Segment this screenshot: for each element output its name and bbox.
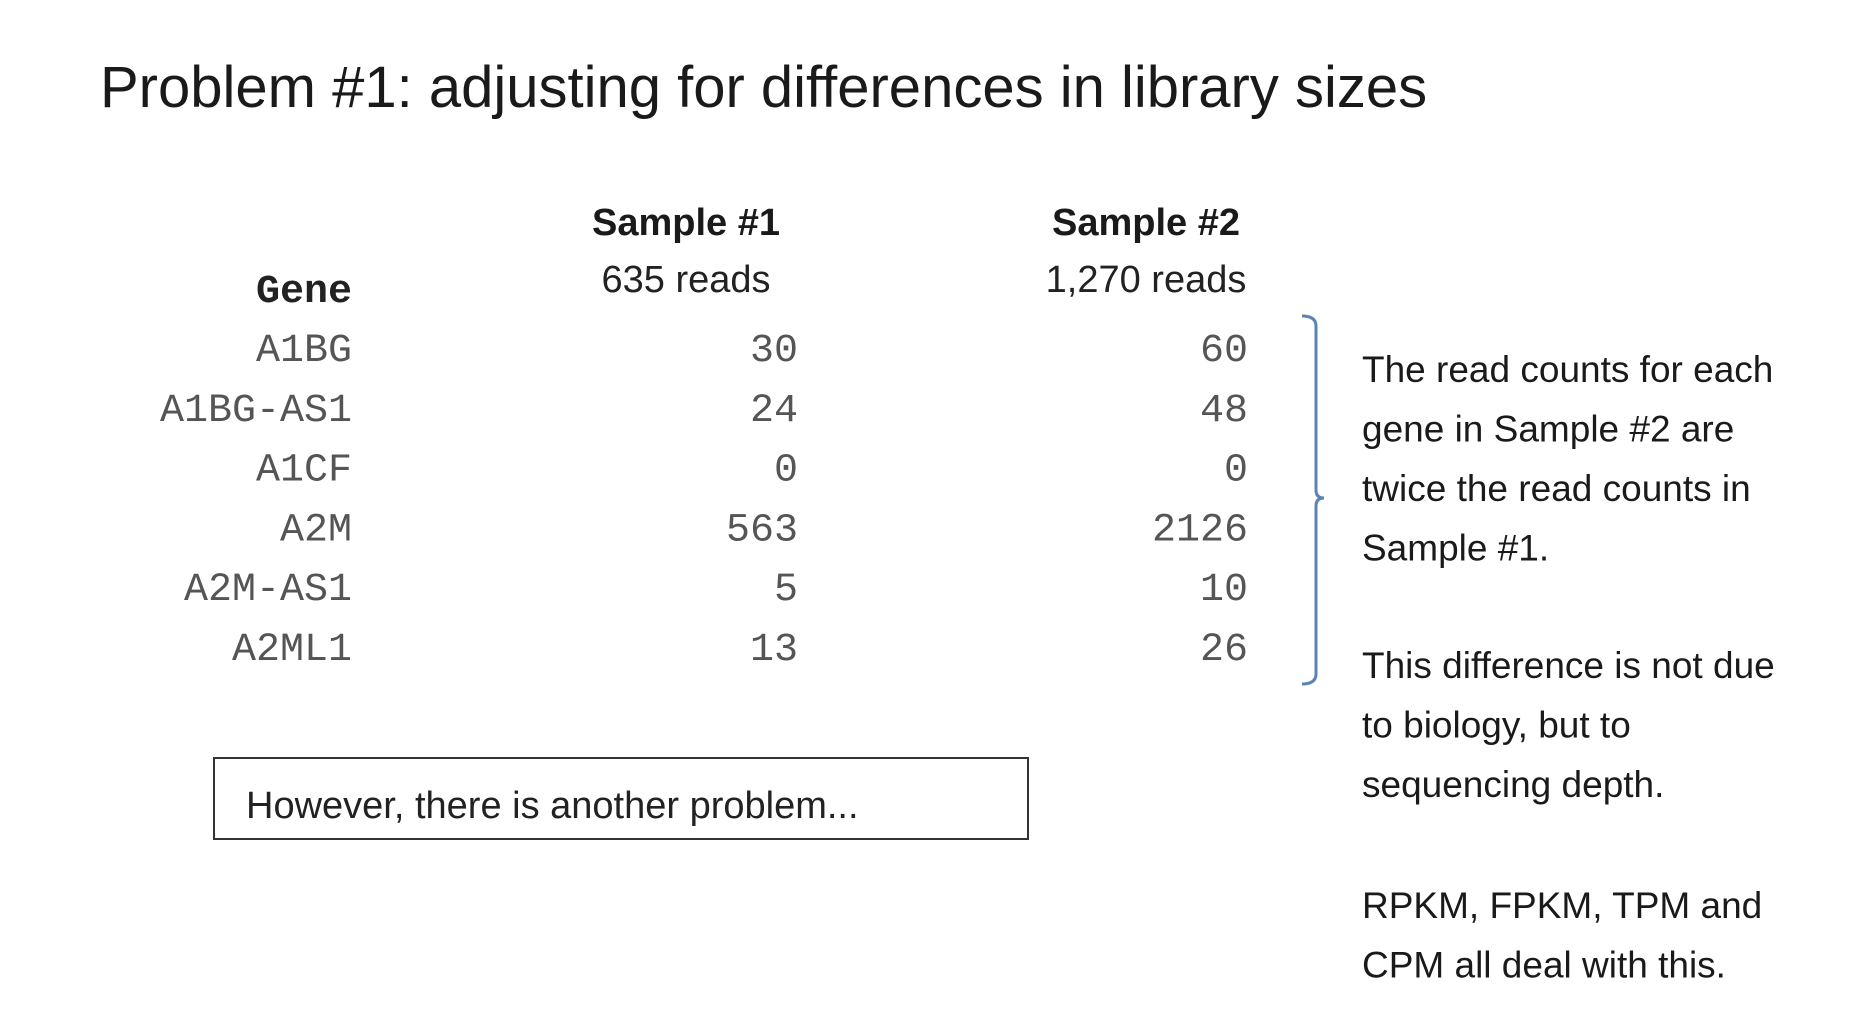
sample1-count: 5 [774, 568, 798, 613]
gene-name: A2M [280, 508, 352, 553]
note-line: twice the read counts in [1362, 468, 1751, 509]
sample1-count: 24 [750, 389, 798, 434]
gene-header: Gene [256, 270, 352, 315]
sample1-count: 13 [750, 628, 798, 673]
sample-name: Sample #2 [1052, 202, 1240, 244]
sample-name: Sample #1 [592, 202, 780, 244]
sample2-count: 60 [1200, 329, 1248, 374]
note-line: This difference is not due [1362, 645, 1775, 686]
sample1-count: 30 [750, 329, 798, 374]
sample2-count: 0 [1224, 449, 1248, 494]
gene-name: A1BG [256, 329, 352, 374]
gene-name: A2ML1 [232, 628, 352, 673]
slide-title: Problem #1: adjusting for differences in… [100, 55, 1427, 120]
sample2-count: 26 [1200, 628, 1248, 673]
gene-name: A1BG-AS1 [160, 389, 352, 434]
callout-box [213, 757, 1029, 840]
note-line: Sample #1. [1362, 528, 1549, 569]
note-line: sequencing depth. [1362, 764, 1664, 805]
gene-name: A1CF [256, 449, 352, 494]
sample-reads: 635 reads [601, 259, 770, 301]
sample1-count: 0 [774, 449, 798, 494]
sample2-count: 2126 [1152, 508, 1248, 553]
gene-name: A2M-AS1 [184, 568, 352, 613]
note-line: gene in Sample #2 are [1362, 409, 1734, 450]
sample2-count: 10 [1200, 568, 1248, 613]
sample2-count: 48 [1200, 389, 1248, 434]
brace [1301, 314, 1325, 686]
note-line: to biology, but to [1362, 705, 1631, 746]
sample-reads: 1,270 reads [1046, 259, 1247, 301]
note-line: The read counts for each [1362, 349, 1773, 390]
callout-text: However, there is another problem... [246, 785, 859, 827]
note-line: RPKM, FPKM, TPM and [1362, 885, 1762, 926]
sample1-count: 563 [726, 508, 798, 553]
note-line: CPM all deal with this. [1362, 945, 1726, 986]
